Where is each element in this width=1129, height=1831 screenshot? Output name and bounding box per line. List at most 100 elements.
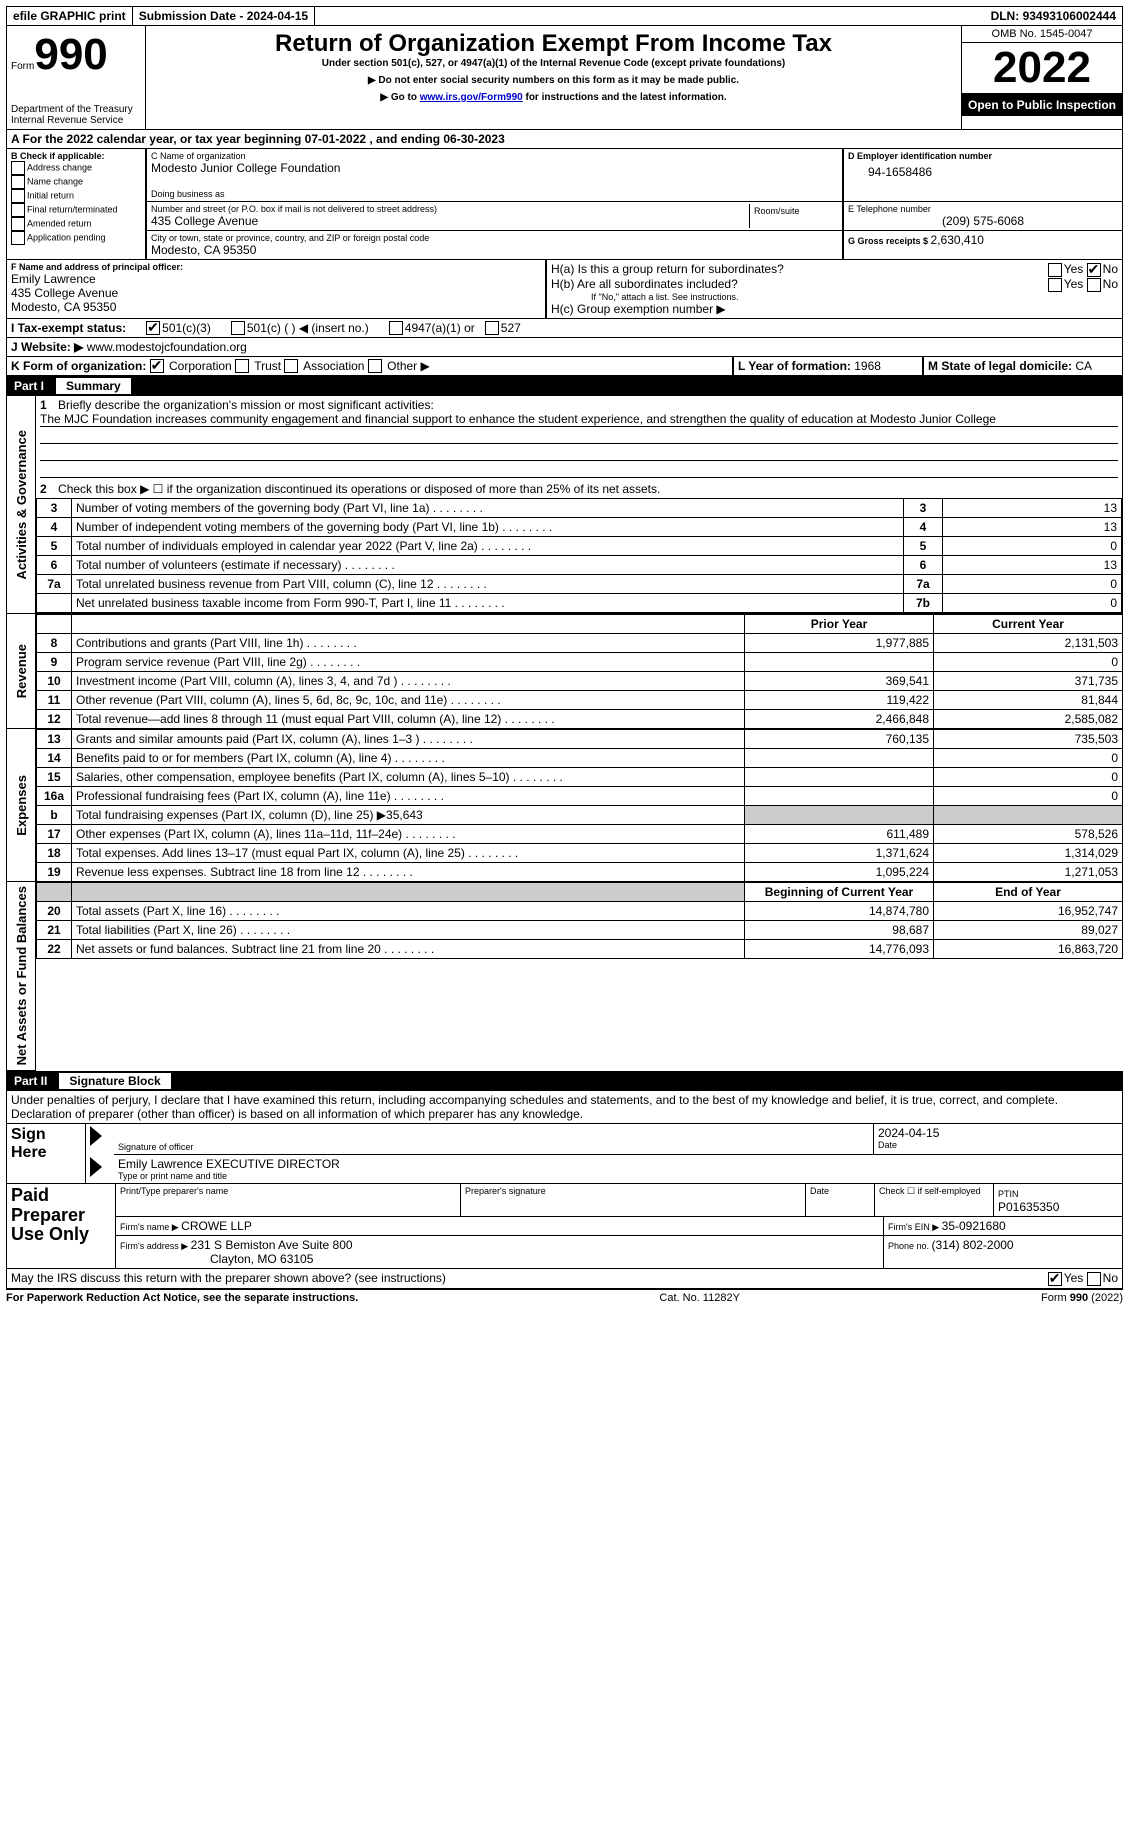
gross-receipts: 2,630,410 <box>931 233 984 247</box>
governance-table: 3 Number of voting members of the govern… <box>36 498 1122 613</box>
ein-value: 94-1658486 <box>848 165 1118 179</box>
dba-label: Doing business as <box>151 189 838 199</box>
form-header: Form990 Department of the Treasury Inter… <box>6 26 1123 130</box>
box-j: J Website: ▶ www.modestojcfoundation.org <box>6 338 1123 357</box>
check-amended[interactable] <box>11 217 25 231</box>
table-row: 6 Total number of volunteers (estimate i… <box>37 556 1122 575</box>
subtitle-2: ▶ Do not enter social security numbers o… <box>154 75 953 86</box>
prep-name-label: Print/Type preparer's name <box>116 1184 460 1216</box>
mission-text: The MJC Foundation increases community e… <box>40 412 1118 427</box>
box-d: D Employer identification number 94-1658… <box>843 149 1123 202</box>
sig-arrow-icon <box>90 1126 102 1146</box>
section-expenses: Expenses 13Grants and similar amounts pa… <box>6 729 1123 882</box>
check-4947[interactable] <box>389 321 403 335</box>
subtitle-1: Under section 501(c), 527, or 4947(a)(1)… <box>154 58 953 69</box>
section-revenue: Revenue Prior YearCurrent Year8Contribut… <box>6 614 1123 729</box>
expenses-table: 13Grants and similar amounts paid (Part … <box>36 729 1123 882</box>
table-row: 11Other revenue (Part VIII, column (A), … <box>37 691 1123 710</box>
hb-no[interactable] <box>1087 278 1101 292</box>
table-row: 17Other expenses (Part IX, column (A), l… <box>37 825 1123 844</box>
discuss-no[interactable] <box>1087 1272 1101 1286</box>
box-c-addr: Number and street (or P.O. box if mail i… <box>146 202 843 231</box>
table-row: 21Total liabilities (Part X, line 26) . … <box>37 921 1123 940</box>
sidebar-exp: Expenses <box>12 771 31 840</box>
irs-label: Internal Revenue Service <box>11 115 141 125</box>
hc-label: H(c) Group exemption number ▶ <box>551 302 1118 316</box>
box-c-name: C Name of organization Modesto Junior Co… <box>146 149 843 202</box>
sig-arrow-icon-2 <box>90 1157 102 1177</box>
sig-date: 2024-04-15 <box>878 1126 1118 1140</box>
revenue-table: Prior YearCurrent Year8Contributions and… <box>36 614 1123 729</box>
table-row: 19Revenue less expenses. Subtract line 1… <box>37 863 1123 882</box>
website-value: www.modestojcfoundation.org <box>87 340 247 354</box>
firm-ein: 35-0921680 <box>942 1219 1006 1233</box>
value-cell: 0 <box>943 575 1122 594</box>
part-1-header: Part I Summary <box>6 376 1123 396</box>
table-row: bTotal fundraising expenses (Part IX, co… <box>37 806 1123 825</box>
check-other[interactable] <box>368 359 382 373</box>
check-addr-change[interactable] <box>11 161 25 175</box>
table-row: 16aProfessional fundraising fees (Part I… <box>37 787 1123 806</box>
box-c-city: City or town, state or province, country… <box>146 231 843 260</box>
form-number: 990 <box>34 30 107 79</box>
value-cell: 0 <box>943 594 1122 613</box>
tax-year: 2022 <box>962 43 1122 94</box>
part-2-header: Part II Signature Block <box>6 1071 1123 1091</box>
prep-sig-label: Preparer's signature <box>460 1184 805 1216</box>
table-row: 7a Total unrelated business revenue from… <box>37 575 1122 594</box>
box-m: M State of legal domicile: CA <box>923 357 1123 377</box>
box-b: B Check if applicable: Address change Na… <box>6 149 146 260</box>
hb-yes[interactable] <box>1048 278 1062 292</box>
ha-no[interactable] <box>1087 263 1101 277</box>
entity-block: B Check if applicable: Address change Na… <box>6 149 1123 260</box>
discuss-row: May the IRS discuss this return with the… <box>6 1269 1123 1289</box>
box-g: G Gross receipts $ 2,630,410 <box>843 231 1123 260</box>
check-corp[interactable] <box>150 359 164 373</box>
check-501c3[interactable] <box>146 321 160 335</box>
dln: DLN: 93493106002444 <box>985 7 1122 25</box>
table-row: 13Grants and similar amounts paid (Part … <box>37 730 1123 749</box>
sign-here-block: Sign Here Signature of officer 2024-04-1… <box>6 1124 1123 1184</box>
value-cell: 13 <box>943 556 1122 575</box>
check-initial[interactable] <box>11 189 25 203</box>
box-h: H(a) Is this a group return for subordin… <box>546 260 1123 319</box>
dept-treasury: Department of the Treasury <box>11 104 141 115</box>
check-pending[interactable] <box>11 231 25 245</box>
paid-preparer-block: Paid Preparer Use Only Print/Type prepar… <box>6 1184 1123 1269</box>
table-row: 9Program service revenue (Part VIII, lin… <box>37 653 1123 672</box>
room-suite: Room/suite <box>749 204 838 228</box>
table-row: 3 Number of voting members of the govern… <box>37 499 1122 518</box>
ha-yes[interactable] <box>1048 263 1062 277</box>
section-activities-governance: Activities & Governance 1 Briefly descri… <box>6 396 1123 614</box>
submission-date: Submission Date - 2024-04-15 <box>133 7 315 25</box>
table-row: 20Total assets (Part X, line 16) . . . .… <box>37 902 1123 921</box>
check-name-change[interactable] <box>11 175 25 189</box>
sidebar-ag: Activities & Governance <box>12 426 31 584</box>
table-row: 12Total revenue—add lines 8 through 11 (… <box>37 710 1123 729</box>
discuss-yes[interactable] <box>1048 1272 1062 1286</box>
check-527[interactable] <box>485 321 499 335</box>
table-row: 8Contributions and grants (Part VIII, li… <box>37 634 1123 653</box>
table-row: 10Investment income (Part VIII, column (… <box>37 672 1123 691</box>
check-assoc[interactable] <box>284 359 298 373</box>
q1-prompt: Briefly describe the organization's miss… <box>58 398 434 412</box>
ha-label: H(a) Is this a group return for subordin… <box>551 262 1048 277</box>
box-f: F Name and address of principal officer:… <box>6 260 546 319</box>
check-final[interactable] <box>11 203 25 217</box>
value-cell: 13 <box>943 518 1122 537</box>
phone-value: (209) 575-6068 <box>848 214 1118 228</box>
table-row: 22Net assets or fund balances. Subtract … <box>37 940 1123 959</box>
form-title: Return of Organization Exempt From Incom… <box>154 30 953 58</box>
q2-text: Check this box ▶ ☐ if the organization d… <box>58 482 660 496</box>
efile-label[interactable]: efile GRAPHIC print <box>7 7 133 25</box>
table-row: 4 Number of independent voting members o… <box>37 518 1122 537</box>
table-header-row: Prior YearCurrent Year <box>37 615 1123 634</box>
page-footer: For Paperwork Reduction Act Notice, see … <box>6 1289 1123 1304</box>
irs-link[interactable]: www.irs.gov/Form990 <box>420 92 523 103</box>
table-row: 14Benefits paid to or for members (Part … <box>37 749 1123 768</box>
check-trust[interactable] <box>235 359 249 373</box>
check-501c[interactable] <box>231 321 245 335</box>
value-cell: 13 <box>943 499 1122 518</box>
table-row: 15Salaries, other compensation, employee… <box>37 768 1123 787</box>
perjury-declaration: Under penalties of perjury, I declare th… <box>6 1091 1123 1124</box>
